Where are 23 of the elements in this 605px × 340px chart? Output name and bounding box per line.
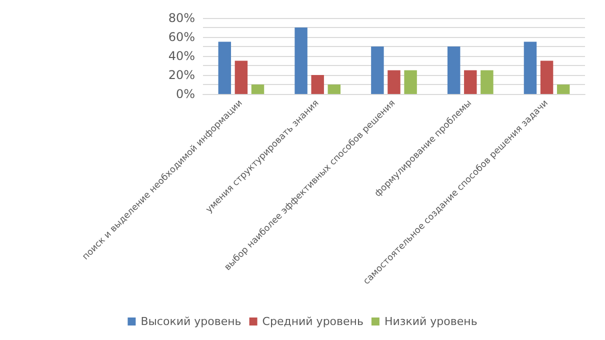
legend-label: Высокий уровень [140, 315, 242, 328]
bar [251, 84, 264, 94]
bar [524, 42, 537, 94]
bar [328, 84, 341, 94]
y-tick-label: 0% [176, 87, 195, 101]
y-tick-label: 40% [168, 49, 195, 63]
bar [218, 42, 232, 94]
bar [388, 70, 400, 94]
legend-label: Средний уровень [262, 315, 364, 328]
y-tick-label: 80% [168, 11, 195, 25]
bar [371, 46, 384, 94]
bar [311, 75, 324, 94]
bar [234, 60, 248, 94]
bar [464, 70, 477, 94]
y-tick-label: 20% [168, 68, 195, 82]
bar [556, 84, 570, 94]
bar [480, 70, 494, 94]
bar [540, 60, 554, 94]
bar [404, 70, 417, 94]
bar [294, 28, 308, 94]
y-tick-label: 60% [168, 30, 195, 44]
bar [447, 46, 460, 94]
legend-label: Низкий уровень [384, 315, 478, 328]
